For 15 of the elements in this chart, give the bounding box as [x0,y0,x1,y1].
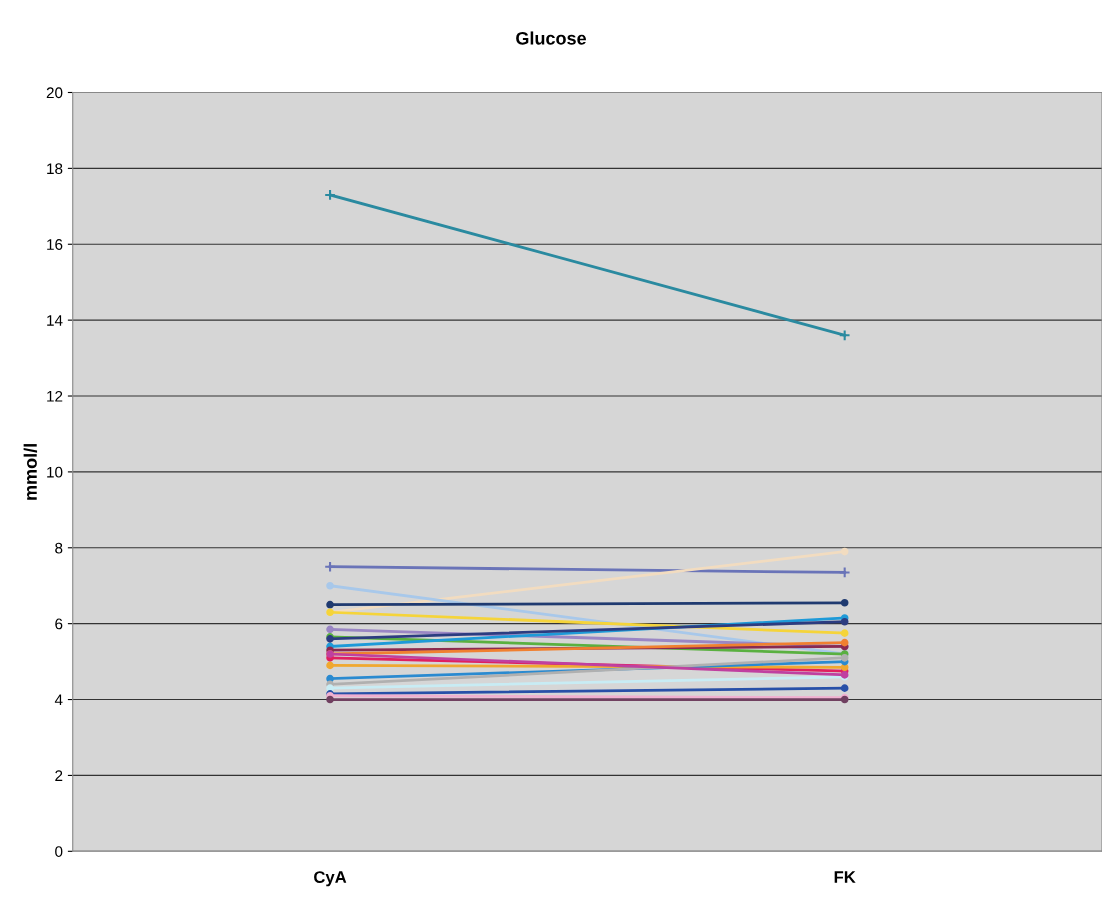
y-tick-label: 12 [47,390,63,402]
y-tick-label: 4 [54,694,63,706]
y-tick-label: 0 [55,846,63,857]
chart-title: Glucose [516,31,587,45]
y-tick-label: 16 [47,239,63,250]
y-tick-label: 18 [47,163,63,175]
y-tick-label: 2 [55,770,63,781]
x-tick-label: CyA [314,871,347,887]
y-tick-label: 6 [55,618,63,630]
y-tick-label: 20 [46,87,63,99]
y-tick-label: 10 [47,466,63,478]
y-tick-label: 14 [47,315,63,326]
y-tick-label: 8 [55,542,63,554]
y-axis-title: mmol/l [23,444,38,500]
x-tick-label: FK [834,871,856,883]
